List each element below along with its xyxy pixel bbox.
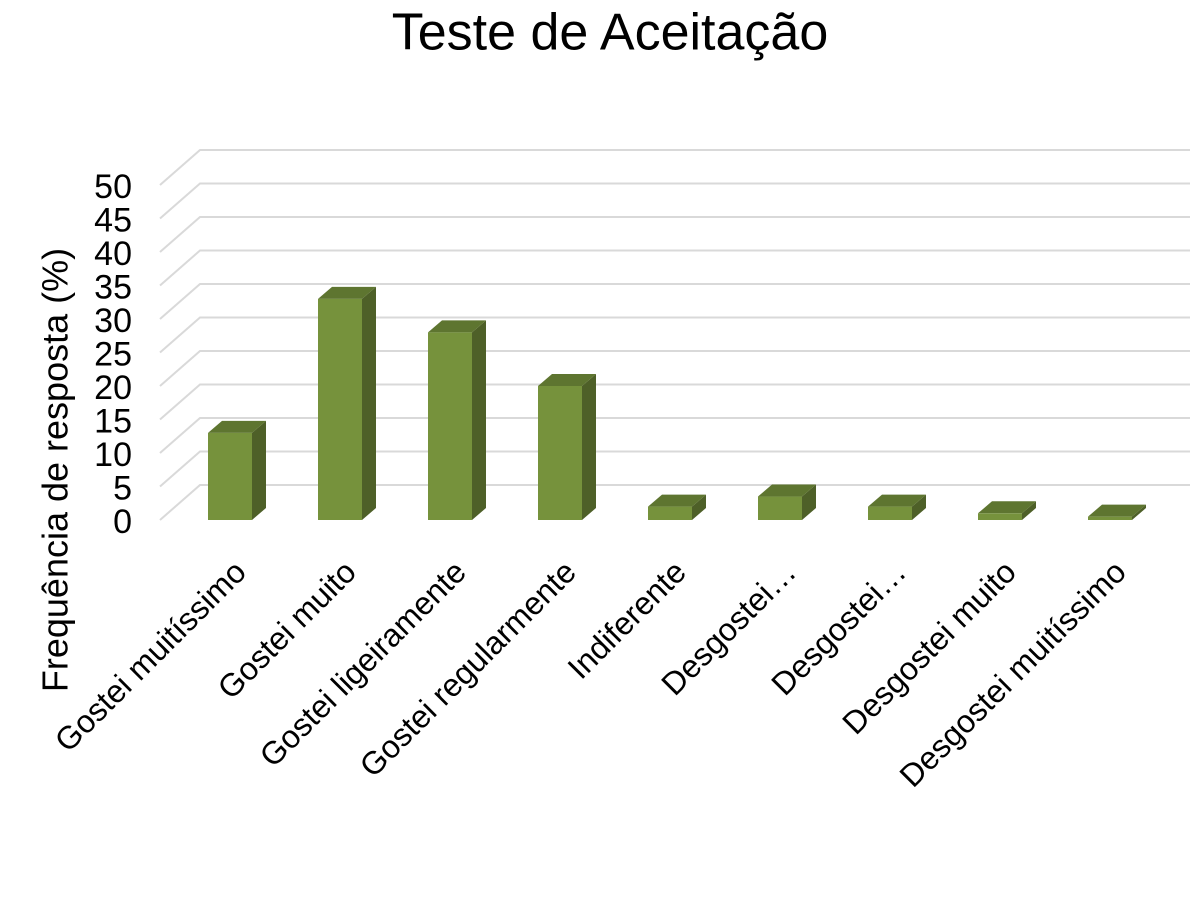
y-tick-label: 15 [94, 402, 132, 440]
y-tick-label: 25 [94, 335, 132, 373]
bar-top [868, 494, 926, 507]
bar-side [362, 286, 376, 520]
grid-line [159, 283, 1190, 320]
y-tick-label: 30 [94, 302, 132, 340]
bar [648, 506, 692, 520]
grid-line [159, 182, 1190, 220]
y-axis-title: Frequência de resposta (%) [35, 248, 76, 692]
bar-side [802, 484, 816, 520]
bar [1088, 516, 1132, 520]
grid-line [159, 350, 1190, 387]
bar-side [582, 374, 596, 520]
x-tick-label: Desgostei muitíssimo [892, 553, 1132, 793]
bar-top [758, 484, 816, 497]
grid-line [159, 216, 1190, 253]
grid-line [159, 450, 1190, 488]
y-tick-label: 5 [113, 469, 132, 507]
bar [428, 332, 472, 520]
bar [868, 506, 912, 520]
bar-side [1022, 501, 1036, 520]
grid-line [159, 316, 1190, 354]
bar-top [318, 286, 376, 299]
bar-top [428, 320, 486, 333]
bar [758, 496, 802, 520]
bar [208, 432, 252, 520]
grid-line [159, 149, 1190, 186]
grid-line [159, 249, 1190, 287]
bar-top [538, 374, 596, 386]
bar-side [252, 420, 266, 520]
chart-title: Teste de Aceitação [392, 4, 829, 62]
bar [978, 513, 1022, 520]
bar-side [692, 494, 706, 520]
y-tick-label: 45 [94, 201, 132, 239]
bar-side [472, 320, 486, 520]
y-tick-label: 0 [113, 503, 132, 541]
bar-side [912, 494, 926, 520]
grid-line [159, 484, 1190, 521]
bar-side [1132, 504, 1146, 520]
bar-top [648, 494, 706, 507]
bar [318, 298, 362, 520]
bar-top [978, 501, 1036, 514]
bar-top [208, 420, 266, 433]
y-tick-label: 35 [94, 268, 132, 306]
y-tick-label: 10 [94, 436, 132, 474]
x-tick-label: Gostei ligeiramente [253, 553, 473, 773]
bar-top [1088, 504, 1146, 517]
bar [538, 386, 582, 520]
y-tick-label: 40 [94, 235, 132, 273]
grid-line [159, 383, 1190, 421]
grid-line [159, 417, 1190, 454]
y-tick-label: 50 [94, 168, 132, 206]
x-tick-label: Gostei muitíssimo [48, 553, 253, 758]
x-tick-label: Gostei regularmente [352, 553, 582, 783]
y-tick-label: 20 [94, 369, 132, 407]
